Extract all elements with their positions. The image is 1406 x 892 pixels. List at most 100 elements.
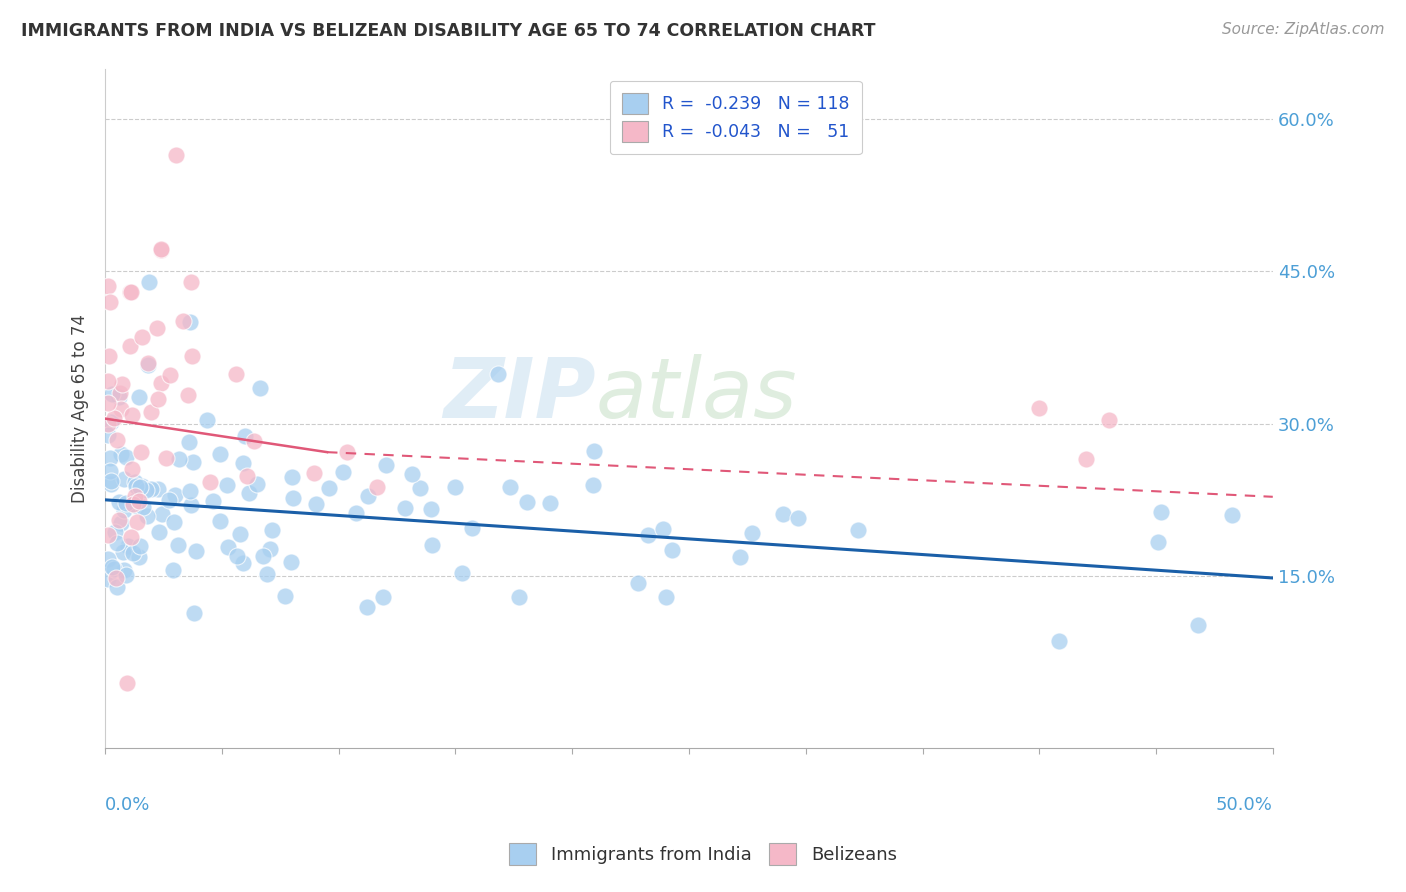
Point — [124, 489, 146, 503]
Point — [135, 483, 157, 497]
Point — [120, 530, 142, 544]
Text: atlas: atlas — [596, 354, 797, 435]
Point — [366, 480, 388, 494]
Point — [172, 314, 194, 328]
Point — [108, 390, 131, 404]
Point — [243, 434, 266, 448]
Point — [183, 606, 205, 620]
Point — [100, 474, 122, 488]
Point — [200, 475, 222, 489]
Point — [356, 489, 378, 503]
Point — [112, 471, 135, 485]
Legend: Immigrants from India, Belizeans: Immigrants from India, Belizeans — [502, 836, 904, 872]
Point — [128, 390, 150, 404]
Point — [516, 494, 538, 508]
Point — [304, 466, 326, 480]
Point — [259, 541, 281, 556]
Point — [741, 526, 763, 541]
Text: ZIP: ZIP — [443, 354, 596, 435]
Point — [131, 479, 153, 493]
Text: 0.0%: 0.0% — [105, 796, 150, 814]
Point — [117, 539, 139, 553]
Legend: R =  -0.239   N = 118, R =  -0.043   N =   51: R = -0.239 N = 118, R = -0.043 N = 51 — [610, 80, 862, 154]
Point — [97, 375, 120, 389]
Point — [120, 285, 142, 299]
Point — [225, 367, 247, 381]
Point — [114, 568, 136, 582]
Point — [146, 482, 169, 496]
Point — [252, 549, 274, 564]
Point — [96, 528, 118, 542]
Point — [233, 429, 256, 443]
Point — [444, 480, 467, 494]
Point — [111, 376, 134, 391]
Point — [111, 545, 134, 559]
Point — [112, 563, 135, 577]
Point — [110, 402, 132, 417]
Point — [128, 493, 150, 508]
Point — [112, 503, 135, 517]
Point — [124, 475, 146, 490]
Point — [100, 415, 122, 429]
Point — [217, 478, 239, 492]
Point — [256, 567, 278, 582]
Point — [98, 451, 121, 466]
Point — [165, 148, 187, 162]
Point — [121, 462, 143, 476]
Point — [100, 476, 122, 491]
Point — [274, 590, 297, 604]
Point — [115, 450, 138, 465]
Point — [344, 506, 367, 520]
Point — [167, 538, 190, 552]
Point — [96, 279, 118, 293]
Point — [280, 555, 302, 569]
Point — [148, 524, 170, 539]
Point — [180, 275, 202, 289]
Text: IMMIGRANTS FROM INDIA VS BELIZEAN DISABILITY AGE 65 TO 74 CORRELATION CHART: IMMIGRANTS FROM INDIA VS BELIZEAN DISABI… — [21, 22, 876, 40]
Point — [728, 550, 751, 565]
Point — [120, 285, 142, 299]
Point — [104, 525, 127, 540]
Point — [180, 498, 202, 512]
Point — [121, 408, 143, 422]
Point — [486, 368, 509, 382]
Point — [150, 243, 173, 257]
Point — [98, 295, 121, 310]
Point — [162, 563, 184, 577]
Point — [538, 496, 561, 510]
Point — [652, 522, 675, 536]
Point — [1220, 508, 1243, 522]
Point — [115, 676, 138, 690]
Point — [201, 494, 224, 508]
Point — [129, 539, 152, 553]
Point — [136, 358, 159, 372]
Point — [98, 464, 121, 478]
Point — [101, 559, 124, 574]
Point — [101, 387, 124, 401]
Point — [163, 516, 186, 530]
Point — [582, 477, 605, 491]
Point — [249, 381, 271, 395]
Point — [125, 478, 148, 492]
Point — [122, 546, 145, 560]
Point — [304, 497, 326, 511]
Point — [163, 488, 186, 502]
Point — [336, 444, 359, 458]
Point — [103, 562, 125, 576]
Point — [177, 434, 200, 449]
Point — [157, 493, 180, 508]
Point — [121, 497, 143, 511]
Point — [236, 469, 259, 483]
Point — [637, 528, 659, 542]
Point — [281, 491, 304, 505]
Point — [499, 480, 522, 494]
Point — [127, 499, 149, 513]
Point — [217, 541, 239, 555]
Point — [627, 576, 650, 591]
Point — [105, 433, 128, 447]
Point — [97, 349, 120, 363]
Point — [245, 476, 267, 491]
Point — [149, 242, 172, 256]
Point — [1187, 618, 1209, 632]
Point — [129, 480, 152, 494]
